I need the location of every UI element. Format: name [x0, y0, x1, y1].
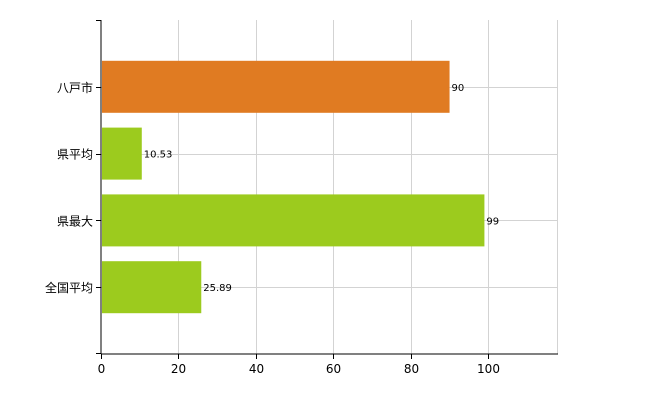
bar-1	[102, 127, 142, 180]
x-tick-label-80: 80	[404, 362, 419, 376]
x-tick-label-40: 40	[249, 362, 264, 376]
bars	[102, 60, 485, 314]
category-label-0: 八戸市	[57, 80, 93, 95]
category-label-3: 全国平均	[45, 280, 93, 295]
x-tick-label-0: 0	[98, 362, 106, 376]
x-tick-label-60: 60	[326, 362, 341, 376]
data-label-0: 90	[452, 83, 465, 94]
axes	[100, 20, 558, 355]
x-axis-ticks	[96, 20, 489, 359]
data-label-2: 99	[486, 216, 499, 227]
category-label-1: 県平均	[57, 148, 93, 162]
bar-2	[102, 194, 485, 247]
category-label-2: 県最大	[57, 214, 93, 228]
x-tick-label-100: 100	[477, 362, 500, 376]
bar-3	[102, 261, 202, 314]
data-label-3: 25.89	[203, 283, 232, 294]
labels: 90 八戸市 10.53 県平均 99 県最大 25.89 全国平均 0 20 40 60 80 100	[45, 80, 500, 376]
data-label-1: 10.53	[144, 150, 173, 161]
x-tick-label-20: 20	[171, 362, 186, 376]
bar-0	[102, 60, 450, 113]
